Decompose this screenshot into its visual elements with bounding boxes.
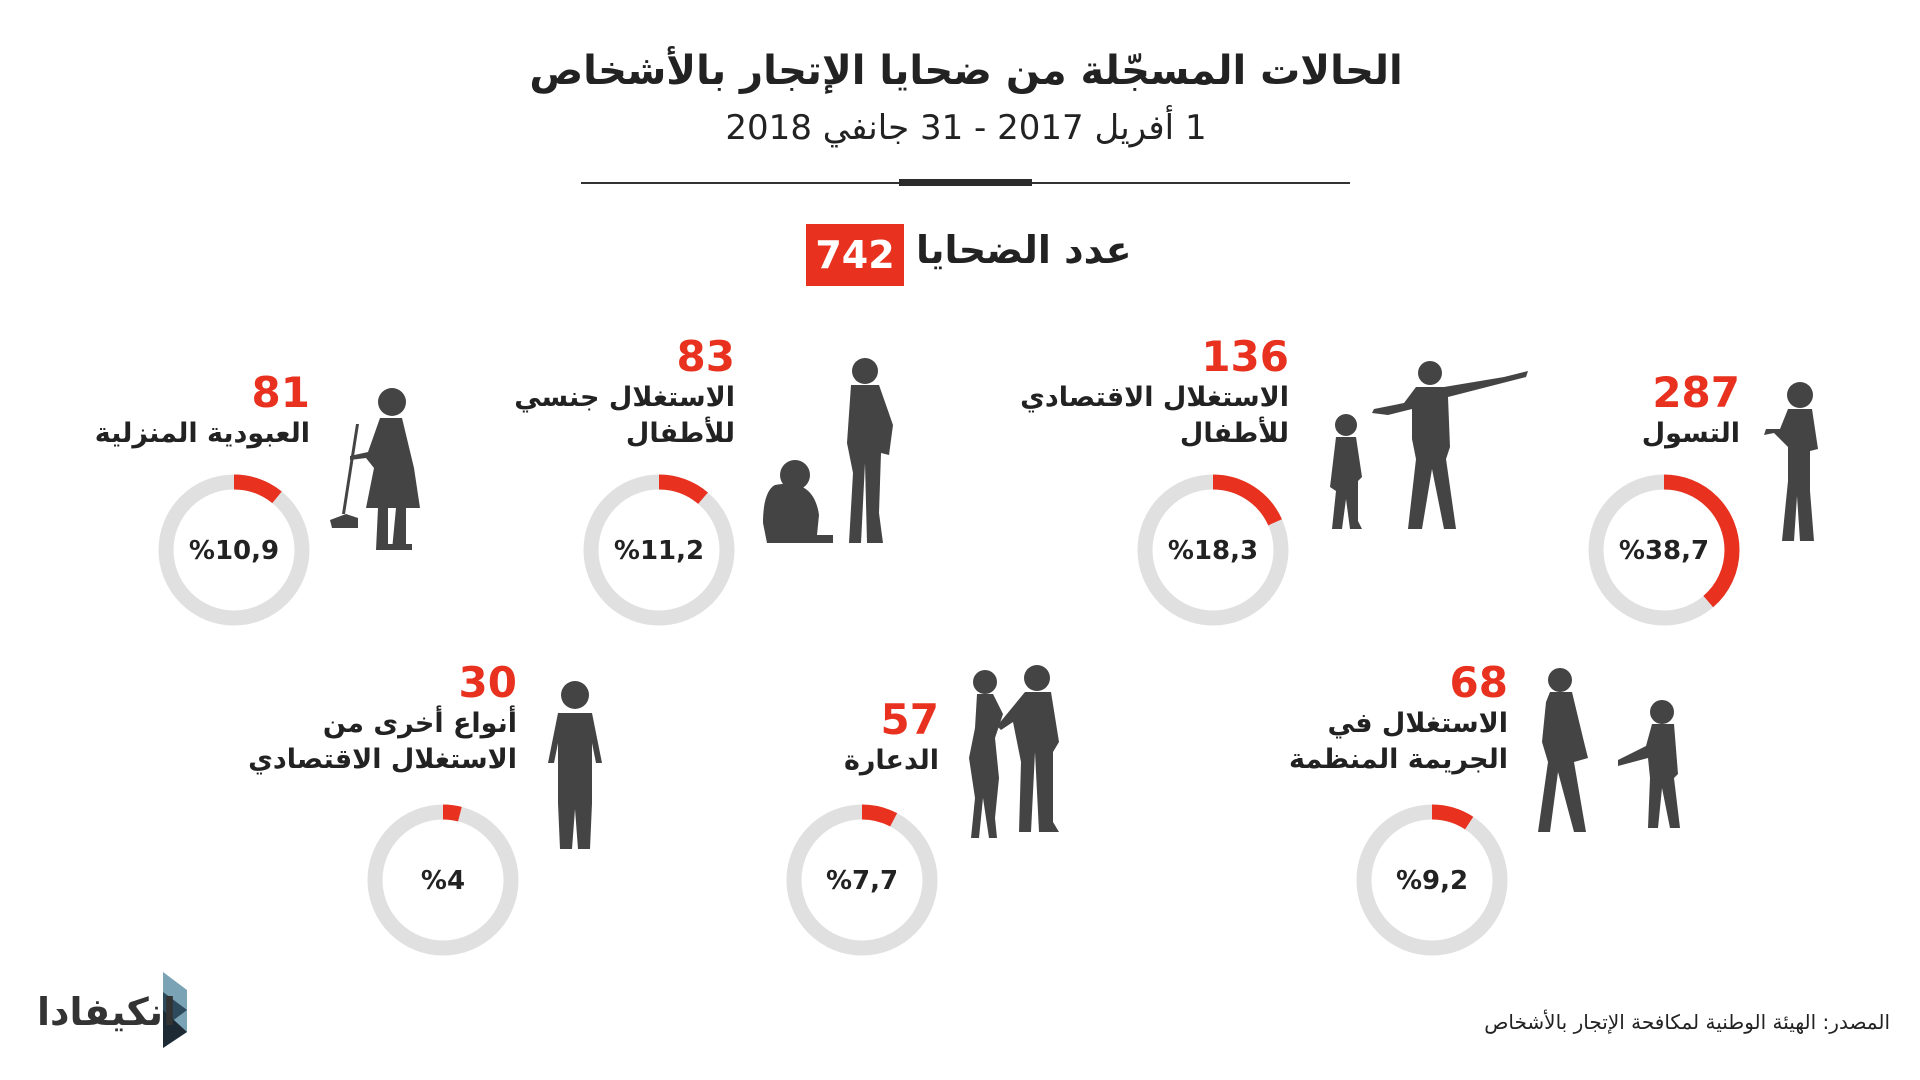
- inkyfada-logo-icon[interactable]: [37, 972, 197, 1048]
- donut-value-arc: [158, 474, 310, 626]
- percent-label: %4: [421, 866, 465, 896]
- category-count: 30: [458, 658, 517, 707]
- child-begging-silhouette-icon: [1764, 382, 1818, 541]
- total-victims-value: 742: [806, 224, 904, 286]
- man-pointing-child-silhouette-icon: [1330, 361, 1528, 529]
- category-name: الجريمة المنظمة: [1289, 744, 1508, 775]
- percent-label: %11,2: [614, 536, 704, 566]
- percent-label: %9,2: [1396, 866, 1468, 896]
- donut-value-arc: [1588, 474, 1740, 626]
- category-count: 68: [1449, 658, 1508, 707]
- category-count: 136: [1201, 332, 1289, 381]
- category-name: الاستغلال في: [1327, 708, 1509, 739]
- percent-label: %7,7: [826, 866, 898, 896]
- category-name: للأطفال: [625, 418, 735, 449]
- category-count: 57: [880, 695, 939, 744]
- category-name: الاستغلال جنسي: [514, 382, 735, 413]
- man-and-sitting-child-silhouette-icon: [763, 358, 893, 543]
- category-label: 136 الاستغلال الاقتصادي للأطفال: [1020, 334, 1289, 452]
- percent-donut: %38,7: [1588, 474, 1740, 626]
- category-label: 68 الاستغلال في الجريمة المنظمة: [1289, 660, 1508, 778]
- category-label: 81 العبودية المنزلية: [95, 370, 310, 452]
- category-count: 83: [676, 332, 735, 381]
- total-victims-label: عدد الضحايا: [916, 228, 1132, 272]
- percent-label: %18,3: [1168, 536, 1258, 566]
- percent-label: %10,9: [189, 536, 279, 566]
- category-label: 287 التسول: [1642, 370, 1740, 452]
- source-note: المصدر: الهيئة الوطنية لمكافحة الإتجار ب…: [1484, 1010, 1890, 1034]
- girl-sweeping-silhouette-icon: [330, 388, 420, 550]
- percent-donut: %7,7: [786, 804, 938, 956]
- category-name: الدعارة: [843, 745, 939, 776]
- category-label: 83 الاستغلال جنسي للأطفال: [514, 334, 735, 452]
- category-name: للأطفال: [1179, 418, 1289, 449]
- category-name: الاستغلال الاقتصادي: [248, 744, 517, 775]
- category-name: أنواع أخرى من: [322, 708, 517, 739]
- child-standing-silhouette-icon: [548, 681, 602, 849]
- infographic-title: الحالات المسجّلة من ضحايا الإتجار بالأشخ…: [529, 48, 1403, 94]
- donut-value-arc: [583, 474, 735, 626]
- category-label: 30 أنواع أخرى من الاستغلال الاقتصادي: [248, 660, 517, 778]
- divider-accent: [899, 179, 1032, 186]
- woman-and-child-silhouette-icon: [1538, 668, 1680, 832]
- percent-label: %38,7: [1619, 536, 1709, 566]
- donut-value-arc: [1137, 474, 1289, 626]
- percent-donut: %11,2: [583, 474, 735, 626]
- category-name: الاستغلال الاقتصادي: [1020, 382, 1289, 413]
- date-range: 1 أفريل 2017 - 31 جانفي 2018: [725, 108, 1207, 148]
- logo-text: انكيفادا: [37, 990, 177, 1034]
- category-label: 57 الدعارة: [844, 697, 939, 779]
- couple-silhouette-icon: [969, 665, 1059, 838]
- category-name: العبودية المنزلية: [94, 418, 310, 449]
- donut-value-arc: [1356, 804, 1508, 956]
- category-count: 287: [1652, 368, 1740, 417]
- category-count: 81: [251, 368, 310, 417]
- category-name: التسول: [1641, 418, 1740, 449]
- donut-value-arc: [786, 804, 938, 956]
- percent-donut: %18,3: [1137, 474, 1289, 626]
- percent-donut: %9,2: [1356, 804, 1508, 956]
- percent-donut: %10,9: [158, 474, 310, 626]
- percent-donut: %4: [367, 804, 519, 956]
- donut-value-arc: [367, 804, 519, 956]
